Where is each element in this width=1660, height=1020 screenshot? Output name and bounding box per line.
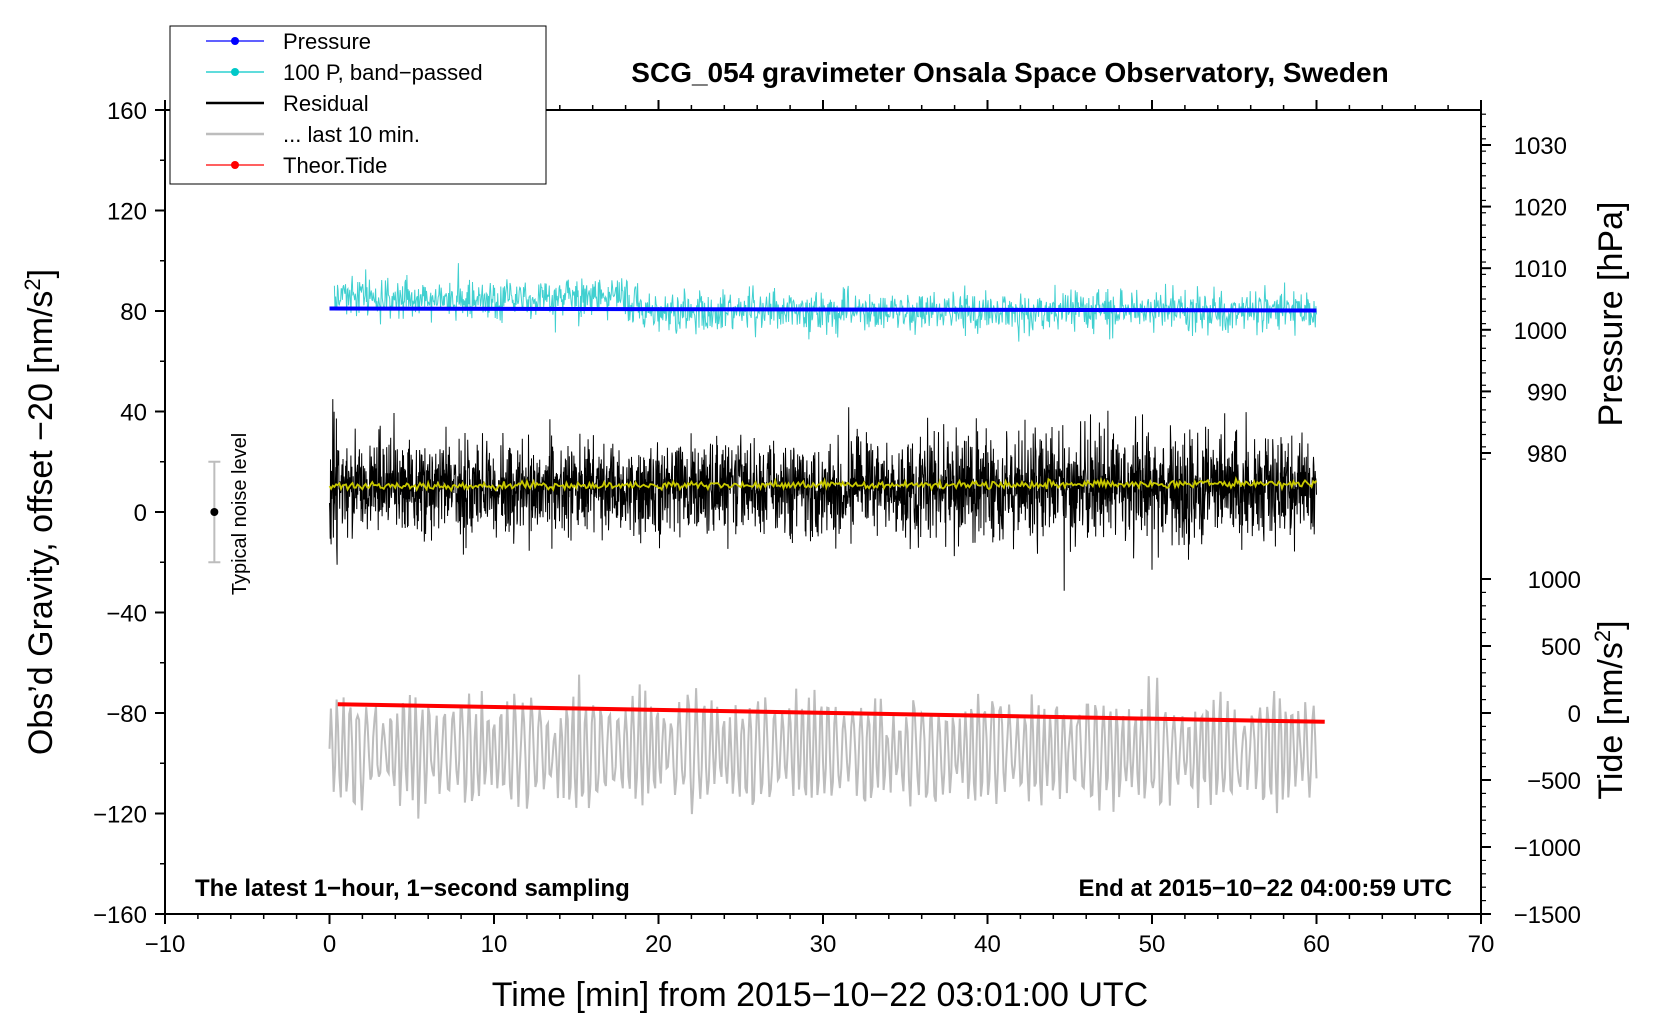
y-tick-label: 0: [134, 500, 147, 527]
x-tick-label: 60: [1303, 931, 1330, 958]
x-tick-label: 30: [810, 931, 837, 958]
series-residual-smoothed: [328, 475, 1318, 493]
pressure-tick-label: 1010: [1514, 256, 1567, 283]
pressure-axis-label: Pressure [hPa]: [1592, 202, 1630, 427]
legend-label: 100 P, band−passed: [283, 60, 483, 85]
legend-label: Pressure: [283, 29, 371, 54]
y-tick-label: 40: [120, 400, 147, 427]
x-tick-label: 0: [323, 931, 336, 958]
tide-axis-label: Tide [nm/s2]: [1590, 620, 1630, 799]
legend-marker: [231, 161, 239, 169]
pressure-tick-label: 1030: [1514, 133, 1567, 160]
x-tick-label: 70: [1468, 931, 1495, 958]
chart-title: SCG_054 gravimeter Onsala Space Observat…: [631, 57, 1388, 88]
y-tick-label: 120: [107, 199, 147, 226]
x-tick-label: −10: [145, 931, 186, 958]
tide-tick-label: 0: [1568, 701, 1581, 728]
y-tick-label: 160: [107, 98, 147, 125]
tide-tick-label: 500: [1541, 634, 1581, 661]
annotation-bottom-left: The latest 1−hour, 1−second sampling: [195, 875, 630, 902]
series-last-10-min: [328, 674, 1318, 819]
tide-tick-label: −1000: [1514, 835, 1581, 862]
tide-axis-label-sup: 2: [1590, 630, 1615, 642]
series-theoretical-tide: [337, 702, 1325, 724]
pressure-tick-label: 1020: [1514, 195, 1567, 222]
legend: Pressure 100 P, band−passed Residual ... la…: [169, 25, 547, 185]
noise-level-indicator: [208, 460, 221, 564]
y-tick-label: −160: [93, 902, 147, 929]
series-pressure-band-passed: [333, 263, 1317, 342]
y-axis-label-left-sup: 2: [20, 278, 45, 290]
legend-label: ... last 10 min.: [283, 122, 420, 147]
noise-level-label: Typical noise level: [229, 433, 251, 595]
tide-axis: 1000 500 0 −500 −1000 −1500: [1481, 567, 1581, 929]
tide-tick-label: 1000: [1528, 567, 1581, 594]
annotation-bottom-right: End at 2015−10−22 04:00:59 UTC: [1078, 875, 1452, 902]
data-layer: [328, 263, 1325, 819]
series-pressure: [329, 306, 1317, 313]
y-tick-label: 80: [120, 299, 147, 326]
pressure-tick-label: 980: [1527, 441, 1567, 468]
y-axis-label-left: Obs’d Gravity, offset −20 [nm/s2]: [20, 269, 60, 755]
legend-box: [169, 25, 547, 185]
legend-label: Theor.Tide: [283, 153, 387, 178]
x-tick-label: 50: [1139, 931, 1166, 958]
y-axis-left: 160 120 80 40 0 −40 −80 −120 −160: [93, 98, 165, 929]
x-axis-label: Time [min] from 2015−10−22 03:01:00 UTC: [492, 976, 1148, 1014]
y-tick-label: −120: [93, 802, 147, 829]
pressure-tick-label: 990: [1527, 379, 1567, 406]
y-tick-label: −80: [106, 701, 147, 728]
tide-tick-label: −500: [1527, 768, 1581, 795]
x-tick-label: 40: [974, 931, 1001, 958]
legend-marker: [231, 68, 239, 76]
y-tick-label: −40: [106, 601, 147, 628]
legend-marker: [231, 37, 239, 45]
pressure-tick-label: 1000: [1514, 318, 1567, 345]
tide-tick-label: −1500: [1514, 902, 1581, 929]
series-residual: [329, 399, 1317, 591]
pressure-axis: 1030 1020 1010 1000 990 980: [1481, 113, 1567, 468]
x-tick-label: 10: [481, 931, 508, 958]
noise-bar-center: [210, 508, 219, 516]
legend-label: Residual: [283, 91, 369, 116]
x-tick-label: 20: [645, 931, 672, 958]
